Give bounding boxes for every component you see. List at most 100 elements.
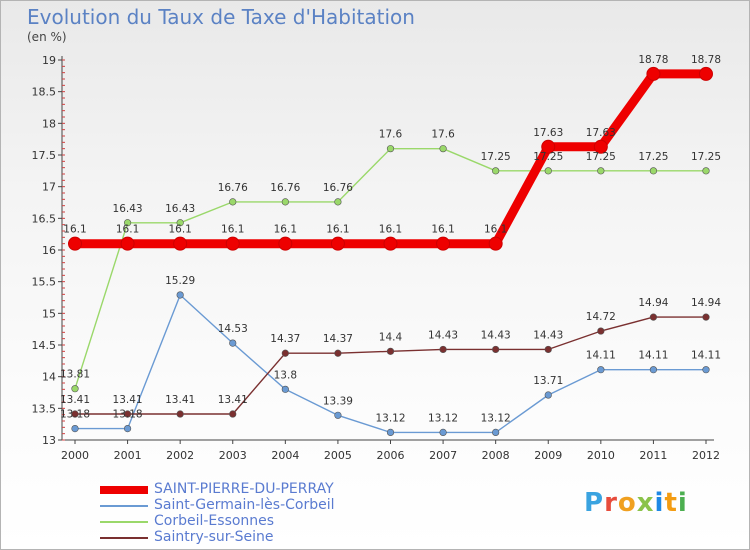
x-tick-label: 2004: [271, 449, 299, 462]
data-point: [439, 428, 447, 437]
data-point: [176, 291, 184, 299]
data-label: 14.11: [691, 350, 721, 362]
data-label: 16.1: [274, 224, 297, 236]
data-point: [229, 410, 237, 418]
data-label: 16.1: [326, 224, 349, 236]
data-label: 13.18: [60, 409, 90, 421]
data-label: 16.1: [63, 224, 86, 236]
data-label: 13.41: [113, 394, 143, 406]
data-label: 14.43: [481, 329, 511, 341]
legend-label: Corbeil-Essonnes: [154, 513, 275, 529]
legend-label: SAINT-PIERRE-DU-PERRAY: [154, 481, 334, 497]
data-label: 18.78: [691, 54, 721, 66]
data-label: 14.72: [586, 311, 616, 323]
y-tick-label: 15.5: [32, 276, 57, 289]
data-label: 16.43: [165, 203, 195, 215]
y-tick-label: 14.5: [32, 339, 57, 352]
data-point: [699, 66, 713, 81]
chart-unit: (en %): [27, 30, 67, 44]
data-point: [439, 345, 447, 354]
data-label: 16.1: [116, 224, 139, 236]
data-point: [71, 385, 79, 393]
y-tick-label: 16: [42, 244, 56, 257]
legend-swatch-saintry-sur-seine: [100, 537, 148, 539]
data-label: 14.94: [638, 297, 668, 309]
y-tick-label: 13: [42, 434, 56, 447]
y-tick-label: 15: [42, 307, 56, 320]
legend-label: Saint-Germain-lès-Corbeil: [154, 497, 335, 513]
data-label: 16.1: [168, 224, 191, 236]
data-label: 13.41: [165, 394, 195, 406]
data-point: [488, 236, 503, 251]
data-label: 14.94: [691, 297, 721, 309]
data-point: [649, 313, 658, 321]
data-point: [646, 66, 661, 81]
data-label: 16.1: [484, 224, 507, 236]
data-label: 17.6: [379, 129, 403, 141]
data-point: [597, 366, 605, 374]
data-point: [597, 167, 605, 175]
data-label: 13.71: [533, 375, 563, 387]
data-label: 17.63: [586, 127, 616, 139]
brand-letter: o: [617, 488, 637, 518]
data-label: 14.53: [218, 323, 248, 335]
brand-letter: i: [654, 488, 665, 518]
data-point: [544, 167, 552, 175]
data-label: 17.25: [691, 151, 721, 163]
data-point: [68, 236, 82, 251]
x-tick-label: 2007: [429, 449, 457, 462]
data-point: [544, 391, 552, 399]
data-point: [120, 236, 135, 251]
y-tick-label: 17.5: [32, 149, 57, 162]
x-tick-label: 2011: [639, 449, 667, 462]
data-label: 16.1: [379, 224, 402, 236]
data-point: [229, 339, 237, 347]
data-point: [281, 198, 289, 206]
brand-letter: i: [677, 488, 688, 518]
x-tick-label: 2005: [324, 449, 352, 462]
brand-letter: t: [664, 488, 678, 518]
data-point: [702, 313, 710, 321]
data-point: [71, 425, 79, 433]
x-tick-label: 2006: [377, 449, 405, 462]
data-point: [702, 167, 710, 175]
data-point: [334, 198, 342, 206]
data-label: 16.43: [113, 203, 143, 215]
data-label: 13.39: [323, 395, 353, 407]
legend-swatch-saint-germain-les-corbeil: [100, 505, 148, 507]
data-label: 13.41: [218, 394, 248, 406]
data-label: 13.8: [274, 369, 297, 381]
data-label: 13.12: [375, 412, 405, 424]
x-tick-label: 2002: [166, 449, 194, 462]
data-point: [439, 145, 447, 153]
data-point: [597, 327, 605, 335]
y-tick-label: 13.5: [32, 402, 57, 415]
data-point: [386, 145, 395, 153]
y-tick-label: 18: [42, 117, 56, 130]
data-label: 18.78: [638, 54, 668, 66]
x-tick-label: 2008: [482, 449, 510, 462]
x-tick-label: 2003: [219, 449, 247, 462]
y-tick-label: 16.5: [32, 212, 57, 225]
data-point: [492, 345, 500, 354]
x-tick-label: 2010: [587, 449, 615, 462]
data-point: [71, 410, 79, 418]
data-point: [492, 167, 500, 175]
data-label: 14.37: [323, 333, 353, 345]
x-tick-label: 2012: [692, 449, 720, 462]
y-tick-label: 14: [42, 371, 56, 384]
data-label: 14.11: [638, 350, 668, 362]
data-label: 16.1: [431, 224, 454, 236]
data-point: [334, 349, 342, 357]
data-label: 15.29: [165, 275, 195, 287]
data-label: 17.25: [533, 151, 563, 163]
data-point: [281, 349, 289, 357]
x-tick-label: 2000: [61, 449, 89, 462]
x-tick-label: 2009: [534, 449, 562, 462]
data-label: 17.63: [533, 127, 563, 139]
data-label: 14.37: [270, 333, 300, 345]
legend-swatch-saint-pierre-du-perray: [100, 486, 148, 494]
data-point: [702, 366, 710, 374]
data-point: [593, 139, 608, 154]
